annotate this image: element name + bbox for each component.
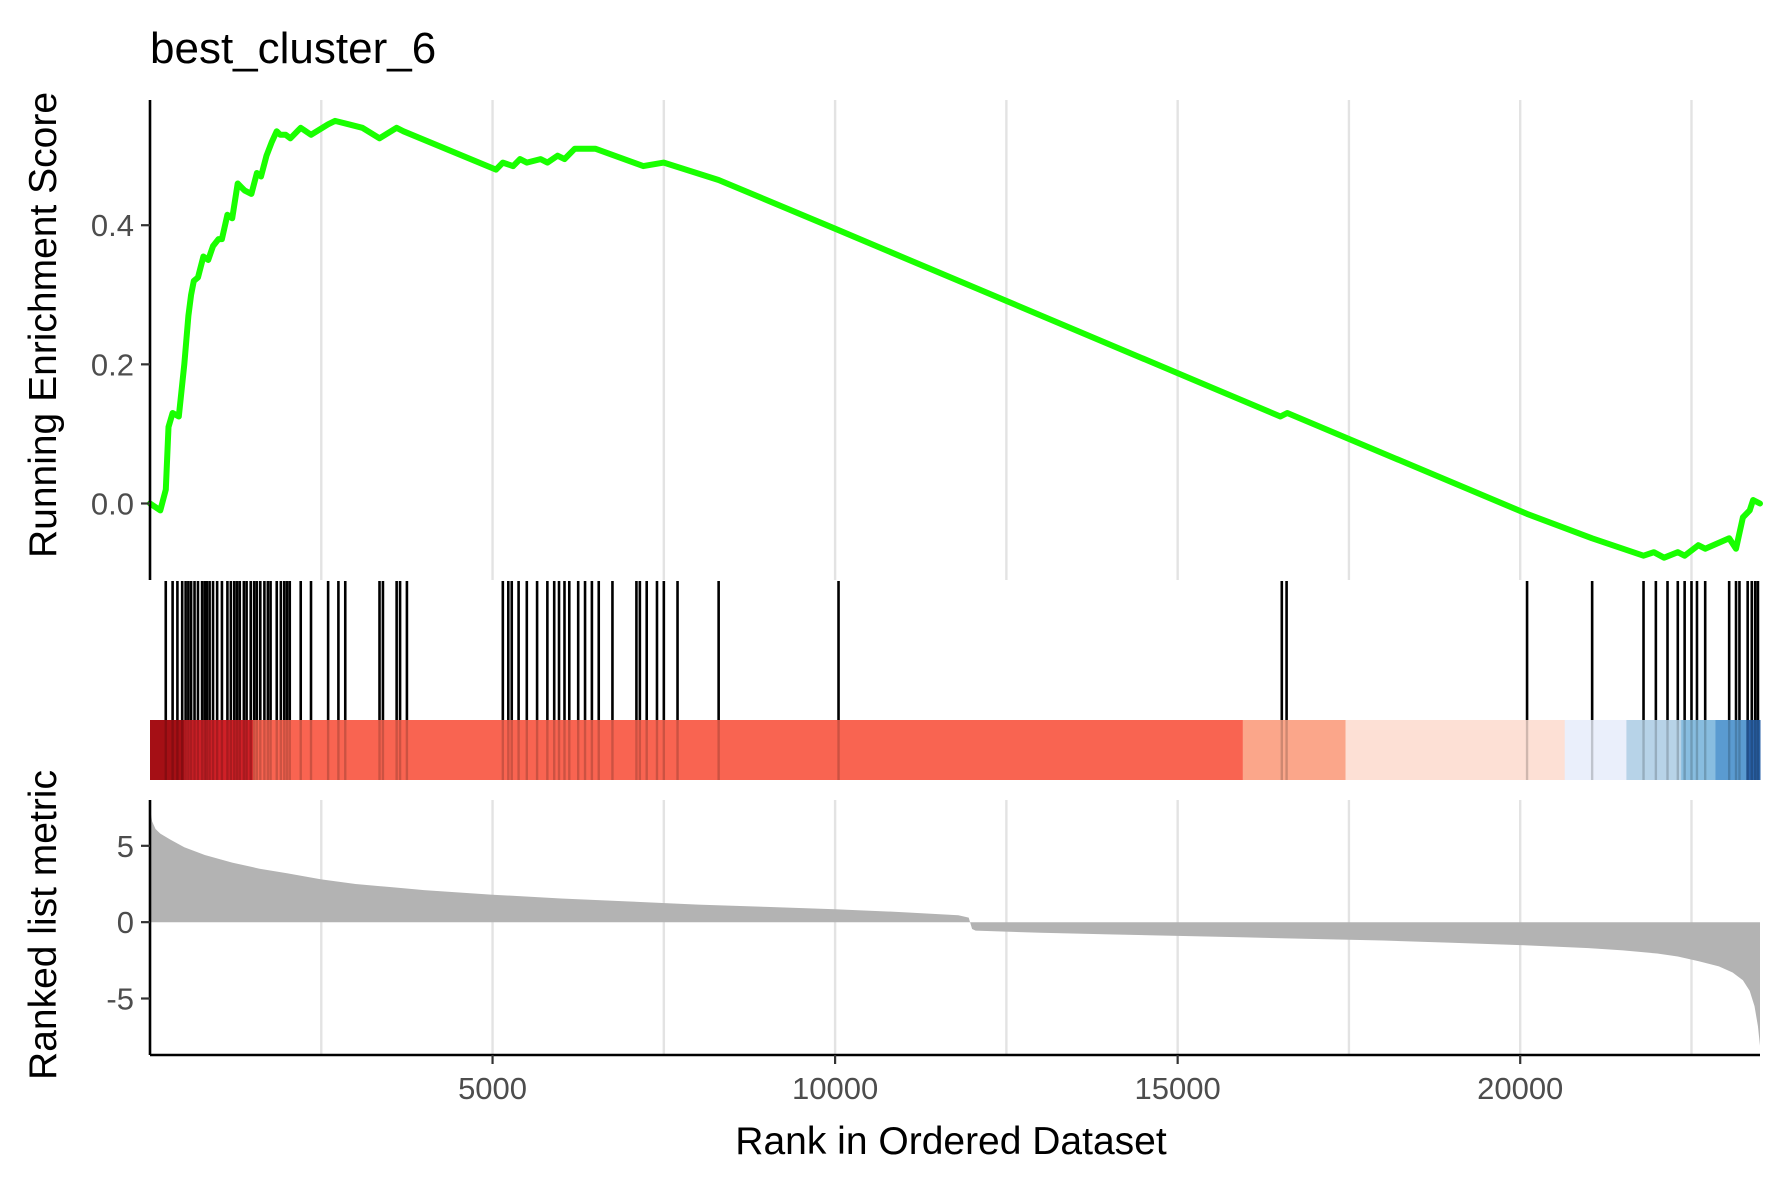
y-tick-label-ranked-metric: 5 bbox=[117, 829, 134, 864]
x-tick-label: 15000 bbox=[1135, 1071, 1221, 1106]
color-band-segment bbox=[1681, 720, 1716, 780]
y-tick-label-running-score: 0.4 bbox=[91, 208, 134, 243]
color-band-segment bbox=[1715, 720, 1747, 780]
color-band-segment bbox=[252, 720, 1244, 780]
y-tick-label-ranked-metric: 0 bbox=[117, 905, 134, 940]
running-enrichment-score-line bbox=[147, 117, 1763, 561]
color-band-segment bbox=[1746, 720, 1761, 780]
chart-title: best_cluster_6 bbox=[150, 24, 436, 73]
axes: 0.0 0.2 0.4 5 0 -5 5000 10000 15000 20000 bbox=[91, 100, 1760, 1106]
y-tick-label-running-score: 0.2 bbox=[91, 347, 134, 382]
y-axis-title-running-score: Running Enrichment Score bbox=[22, 92, 65, 558]
color-band-segment bbox=[1345, 720, 1566, 780]
ranked-metric-panel bbox=[150, 807, 1760, 1046]
running-score-panel bbox=[147, 117, 1763, 561]
color-band-segment bbox=[1242, 720, 1347, 780]
color-band-segment bbox=[184, 720, 254, 780]
rank-color-band bbox=[150, 720, 1761, 780]
x-axis-title: Rank in Ordered Dataset bbox=[735, 1120, 1167, 1163]
color-band-segment bbox=[1564, 720, 1627, 780]
ranked-metric-area bbox=[150, 807, 1760, 1046]
y-tick-label-running-score: 0.0 bbox=[91, 486, 134, 521]
color-band-segment bbox=[1626, 720, 1682, 780]
gene-hit-marks bbox=[164, 581, 1760, 720]
color-band-segment bbox=[150, 720, 185, 780]
x-tick-label: 5000 bbox=[458, 1071, 527, 1106]
x-tick-label: 10000 bbox=[792, 1071, 878, 1106]
y-tick-label-ranked-metric: -5 bbox=[106, 982, 134, 1017]
x-tick-label: 20000 bbox=[1477, 1071, 1563, 1106]
y-axis-title-ranked-metric: Ranked list metric bbox=[22, 770, 65, 1080]
